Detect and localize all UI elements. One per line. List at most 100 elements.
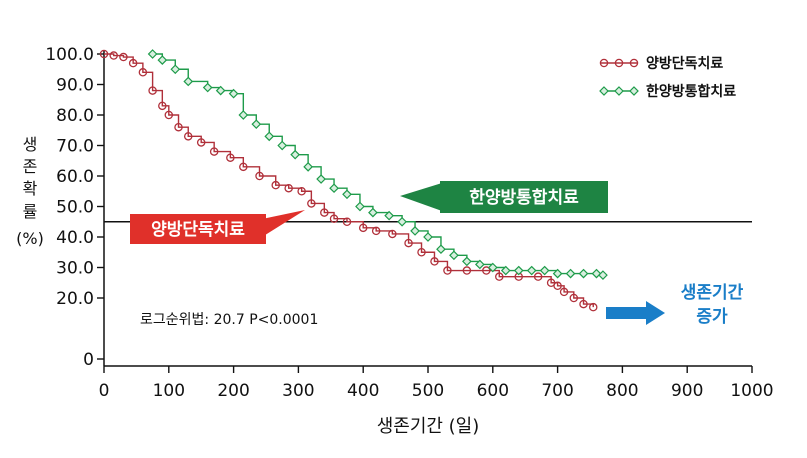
x-tick-label: 700 (541, 381, 573, 401)
data-point (215, 85, 226, 96)
data-point (482, 266, 491, 275)
x-tick-label: 100 (153, 381, 185, 401)
y-tick-label: 90.0 (56, 76, 94, 96)
data-point (533, 272, 543, 281)
y-axis-label-char: 률 (23, 202, 38, 221)
logrank-annotation: 로그순위법: 20.7 P<0.0001 (140, 312, 318, 328)
data-point (238, 110, 249, 120)
legend-label: 한양방통합치료 (646, 83, 736, 100)
data-point (397, 216, 407, 227)
callout-integrative: 한양방통합치료 (400, 181, 608, 213)
data-point (290, 149, 301, 160)
data-point (371, 226, 381, 236)
data-point (128, 58, 138, 68)
series-group (99, 49, 608, 312)
data-point (500, 265, 511, 276)
data-point (430, 257, 439, 266)
conclusion-line1: 생존기간 (681, 283, 744, 303)
y-axis-label-char: 생 (23, 135, 38, 154)
data-point (417, 247, 426, 257)
data-point (404, 238, 413, 248)
data-point (174, 122, 183, 132)
data-point (196, 138, 206, 147)
data-point (552, 268, 563, 279)
legend-marker (599, 58, 609, 68)
data-point (495, 272, 504, 281)
y-tick-label: 20.0 (56, 289, 94, 309)
x-tick-label: 0 (99, 381, 110, 401)
data-point (474, 259, 485, 270)
data-point (368, 207, 378, 218)
data-point (569, 293, 579, 303)
data-point (487, 262, 498, 273)
data-point (271, 180, 280, 190)
legend-item: 양방단독치료 (599, 55, 723, 72)
data-point (316, 174, 326, 184)
data-point (239, 162, 248, 172)
x-axis-label: 생존기간 (일) (377, 416, 480, 437)
y-tick-label: 30.0 (56, 259, 94, 279)
data-point (565, 268, 576, 279)
data-point (553, 281, 562, 291)
data-point (303, 162, 313, 172)
data-point (436, 244, 446, 255)
data-point (157, 55, 168, 65)
x-tick-label: 900 (671, 381, 703, 401)
x-tick-label: 200 (217, 381, 249, 401)
x-tick-label: 1000 (730, 381, 773, 401)
data-point (147, 49, 158, 59)
data-point (148, 86, 157, 95)
data-point (320, 208, 329, 217)
y-tick-label: 70.0 (56, 137, 94, 157)
data-point (119, 52, 128, 62)
data-point (164, 110, 174, 120)
data-point (598, 270, 608, 280)
y-axis-ticks: 0 20.0 30.0 40.0 50.0 60.0 70.0 80.0 90.0 100.0 (45, 45, 104, 370)
data-point (355, 201, 365, 212)
y-axis-label-char: (%) (16, 229, 44, 248)
data-point (358, 223, 368, 233)
series-line (104, 53, 594, 308)
data-point (202, 82, 213, 93)
callout-conventional-label: 양방단독치료 (151, 220, 245, 240)
data-point (588, 302, 598, 312)
x-tick-label: 600 (477, 381, 509, 401)
data-point (109, 51, 118, 60)
x-tick-label: 300 (282, 381, 314, 401)
x-tick-label: 400 (347, 381, 379, 401)
data-point (284, 183, 293, 193)
data-point (251, 119, 262, 129)
data-point (462, 256, 472, 267)
data-point (307, 199, 316, 208)
legend-marker (599, 86, 609, 96)
data-point (183, 132, 193, 141)
y-axis-label-char: 확 (23, 179, 38, 198)
conclusion-arrow (606, 301, 665, 325)
data-point (226, 153, 235, 162)
x-tick-label: 500 (412, 381, 444, 401)
legend-marker (614, 86, 624, 96)
data-point (591, 268, 602, 279)
data-point (410, 226, 420, 236)
x-tick-label: 800 (606, 381, 638, 401)
legend-label: 양방단독치료 (646, 55, 723, 72)
legend-marker (629, 58, 639, 68)
y-tick-label: 40.0 (56, 228, 94, 248)
data-point (138, 68, 148, 77)
data-point (526, 265, 537, 276)
data-point (255, 171, 264, 181)
data-point (297, 186, 306, 196)
data-point (462, 266, 472, 275)
data-point (578, 268, 589, 279)
y-tick-label: 100.0 (45, 45, 94, 65)
data-point (342, 217, 352, 226)
data-point (277, 140, 288, 151)
data-point (579, 299, 588, 309)
data-point (388, 229, 397, 239)
y-tick-label: 80.0 (56, 106, 94, 126)
data-point (99, 49, 109, 59)
data-point (329, 183, 339, 194)
